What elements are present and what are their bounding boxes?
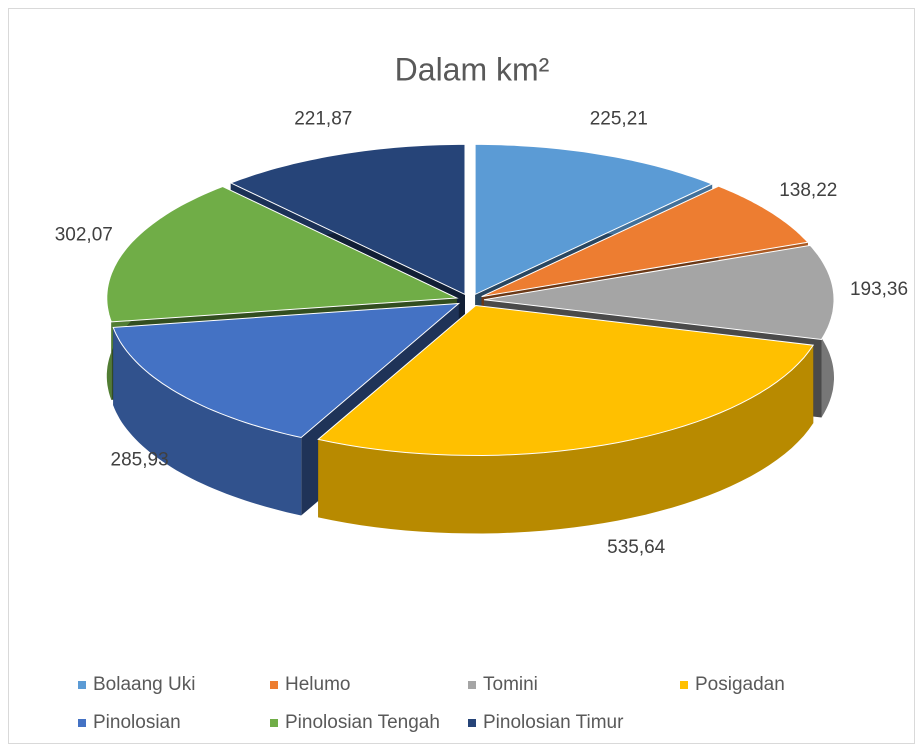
legend-swatch — [270, 681, 278, 689]
legend-swatch — [468, 681, 476, 689]
slice — [481, 185, 809, 298]
slice — [229, 143, 466, 296]
slice — [112, 302, 461, 439]
data-label: 193,36 — [850, 279, 908, 300]
legend-label: Bolaang Uki — [93, 674, 195, 695]
legend-label: Pinolosian Tengah — [285, 712, 440, 733]
legend-label: Posigadan — [695, 674, 785, 695]
pie-tops — [106, 143, 835, 457]
data-label: 225,21 — [590, 109, 648, 130]
legend-swatch — [78, 719, 86, 727]
data-labels: 225,21 138,22 193,36 535,64 285,93 302,07 221,… — [55, 108, 908, 558]
slice-side — [113, 327, 302, 516]
slice — [474, 143, 714, 296]
data-label: 285,93 — [111, 449, 169, 470]
slice — [106, 185, 459, 323]
data-label: 221,87 — [294, 108, 352, 129]
chart-title: Dalam km² — [395, 51, 550, 87]
legend: Bolaang Uki Helumo Tomini Posigadan Pinolosi… — [78, 674, 785, 733]
legend-label: Pinolosian — [93, 712, 181, 733]
legend-swatch — [78, 681, 86, 689]
legend-swatch — [468, 719, 476, 727]
legend-label: Pinolosian Timur — [483, 712, 624, 733]
slice-side — [318, 345, 814, 534]
data-label: 138,22 — [779, 180, 837, 201]
legend-swatch — [270, 719, 278, 727]
legend-swatch — [680, 681, 688, 689]
data-label: 302,07 — [55, 225, 113, 246]
slice — [317, 304, 815, 457]
legend-label: Tomini — [483, 674, 538, 695]
legend-label: Helumo — [285, 674, 350, 695]
slice — [483, 244, 835, 341]
data-label: 535,64 — [607, 537, 666, 558]
